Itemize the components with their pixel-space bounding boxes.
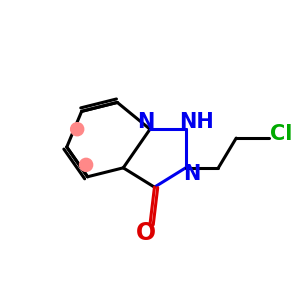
Text: Cl: Cl <box>270 124 292 144</box>
Circle shape <box>80 158 93 171</box>
Text: N: N <box>183 164 200 184</box>
Text: N: N <box>137 112 154 132</box>
Circle shape <box>70 123 84 136</box>
Text: NH: NH <box>179 112 213 132</box>
Text: O: O <box>136 221 156 245</box>
